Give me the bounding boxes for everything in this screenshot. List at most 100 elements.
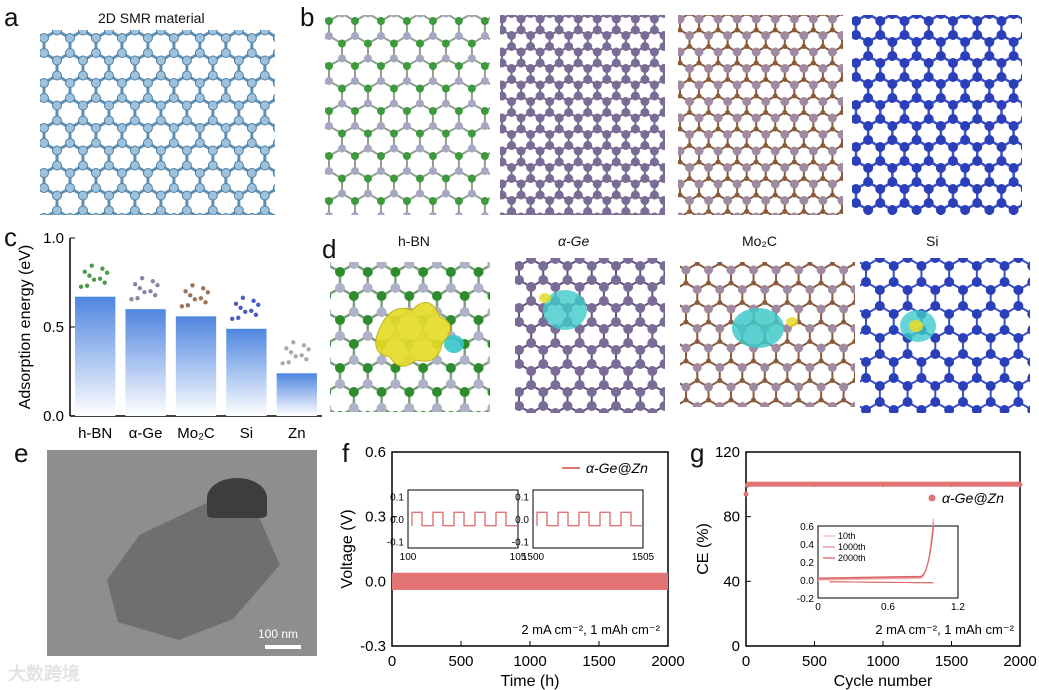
atom [507, 174, 517, 183]
atom [454, 167, 463, 175]
atom [984, 15, 995, 19]
cyan-isosurface [732, 308, 784, 348]
atom [389, 144, 398, 153]
atom [887, 121, 898, 131]
atom [142, 138, 153, 148]
atom [348, 307, 359, 317]
atom [947, 184, 958, 194]
atom [761, 64, 771, 73]
atom [168, 168, 179, 178]
atom [1013, 285, 1024, 295]
atom [957, 381, 968, 391]
atom [805, 285, 815, 294]
atom [683, 397, 689, 403]
atom [168, 78, 179, 88]
atom [612, 212, 621, 215]
atom [820, 143, 826, 148]
atom [554, 190, 564, 200]
atom [51, 115, 62, 126]
atom [487, 403, 490, 412]
atom [692, 363, 702, 372]
atom [985, 381, 996, 391]
atom [723, 163, 733, 172]
atom [829, 192, 835, 198]
atom [935, 79, 946, 89]
atom [996, 184, 1007, 194]
atom [515, 345, 524, 355]
atom [586, 401, 597, 411]
atom [829, 300, 835, 305]
atom [142, 78, 153, 88]
atom [916, 261, 927, 271]
atom [415, 129, 424, 138]
atom [247, 213, 256, 215]
atom [713, 47, 723, 57]
atom [623, 282, 634, 292]
atom [944, 325, 955, 335]
atom [944, 373, 955, 383]
atom [852, 30, 861, 40]
molecule-atom [192, 297, 198, 302]
atom [944, 277, 955, 287]
atom [794, 382, 804, 392]
atom [695, 212, 704, 215]
atom [874, 301, 885, 311]
atom [899, 58, 910, 68]
atom [376, 355, 387, 365]
atom [116, 138, 127, 148]
atom [325, 152, 333, 160]
atom [810, 192, 816, 198]
atom [761, 31, 771, 40]
atom [611, 25, 621, 35]
x-tick-label: α-Ge [129, 425, 163, 442]
atom [1013, 333, 1024, 343]
atom [220, 123, 231, 133]
atom [875, 198, 886, 208]
atom [852, 16, 861, 26]
molecule-atom [291, 340, 296, 345]
ce-point [743, 491, 749, 497]
atom [507, 207, 517, 215]
atom [515, 401, 524, 411]
atom [732, 179, 742, 189]
atom [554, 80, 564, 90]
atom [706, 319, 712, 325]
atom [562, 359, 573, 369]
atom [402, 122, 411, 130]
atom [562, 261, 573, 271]
x-axis-label: Time (h) [501, 673, 560, 690]
atom [467, 39, 476, 48]
panel-d-title-mo2c: Mo₂C [742, 233, 777, 249]
atom [610, 275, 621, 285]
atom [51, 160, 62, 171]
atom [592, 157, 602, 167]
atom [441, 99, 450, 108]
ce-point [880, 482, 886, 488]
atom [659, 75, 665, 84]
atom [807, 378, 813, 383]
atom [573, 113, 583, 123]
atom [259, 30, 270, 36]
atom [621, 196, 631, 205]
atom [723, 196, 733, 205]
atom [516, 146, 526, 156]
atom [330, 356, 332, 364]
atom [771, 265, 781, 275]
atom [610, 401, 621, 411]
atom [573, 25, 583, 35]
atom [791, 93, 797, 99]
atom [902, 381, 913, 391]
inset-frame [407, 489, 519, 549]
atom [734, 93, 740, 99]
atom [784, 262, 790, 266]
atom [742, 130, 752, 139]
atom [839, 143, 843, 148]
atom [659, 130, 665, 139]
atom [999, 261, 1010, 271]
atom [454, 152, 463, 160]
atom [780, 130, 790, 139]
atom [363, 129, 372, 138]
atom [935, 37, 946, 47]
atom [947, 16, 958, 26]
atom [816, 382, 826, 392]
